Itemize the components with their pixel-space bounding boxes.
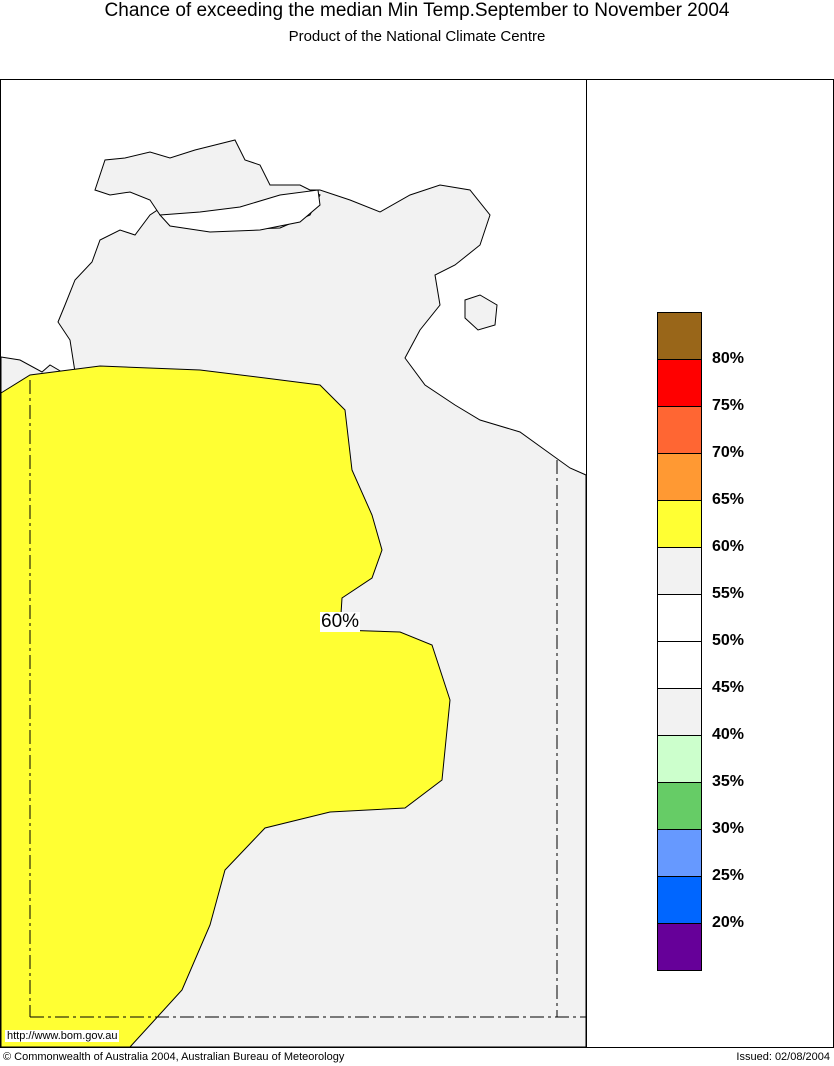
yellow-region — [0, 365, 451, 1048]
map-title: Chance of exceeding the median Min Temp.… — [104, 0, 730, 21]
legend-label: 30% — [712, 820, 745, 837]
copyright-text: © Commonwealth of Australia 2004, Austra… — [3, 1051, 345, 1063]
map-subtitle: Product of the National Climate Centre — [288, 28, 546, 45]
legend-swatch — [657, 923, 702, 971]
website-link[interactable]: http://www.bom.gov.au — [5, 1030, 120, 1042]
legend-label: 35% — [712, 773, 745, 790]
legend-swatch — [657, 406, 702, 454]
legend-swatch — [657, 782, 702, 830]
legend-swatch — [657, 453, 702, 501]
island-right — [464, 294, 498, 331]
legend-colorbar — [657, 312, 702, 971]
legend-swatch — [657, 876, 702, 924]
legend-frame — [586, 79, 834, 1048]
legend-label: 80% — [712, 350, 745, 367]
legend-swatch — [657, 359, 702, 407]
legend-swatch — [657, 641, 702, 689]
legend-swatch — [657, 735, 702, 783]
legend-label: 75% — [712, 397, 745, 414]
legend-label: 25% — [712, 867, 745, 884]
legend-label: 45% — [712, 679, 745, 696]
contour-label: 60% — [320, 611, 361, 632]
legend-swatch — [657, 829, 702, 877]
dashed-boundaries — [29, 380, 586, 1018]
legend-swatch — [657, 312, 702, 360]
legend-label: 20% — [712, 914, 745, 931]
legend-swatch — [657, 688, 702, 736]
gulf-shore — [158, 189, 321, 233]
issued-date: Issued: 02/08/2004 — [736, 1051, 830, 1063]
legend-label: 65% — [712, 491, 745, 508]
legend-swatch — [657, 594, 702, 642]
legend-label: 60% — [712, 538, 745, 555]
legend-label: 70% — [712, 444, 745, 461]
legend-swatch — [657, 500, 702, 548]
legend-swatch — [657, 547, 702, 595]
legend-label: 50% — [712, 632, 745, 649]
legend-label: 40% — [712, 726, 745, 743]
legend-label: 55% — [712, 585, 745, 602]
